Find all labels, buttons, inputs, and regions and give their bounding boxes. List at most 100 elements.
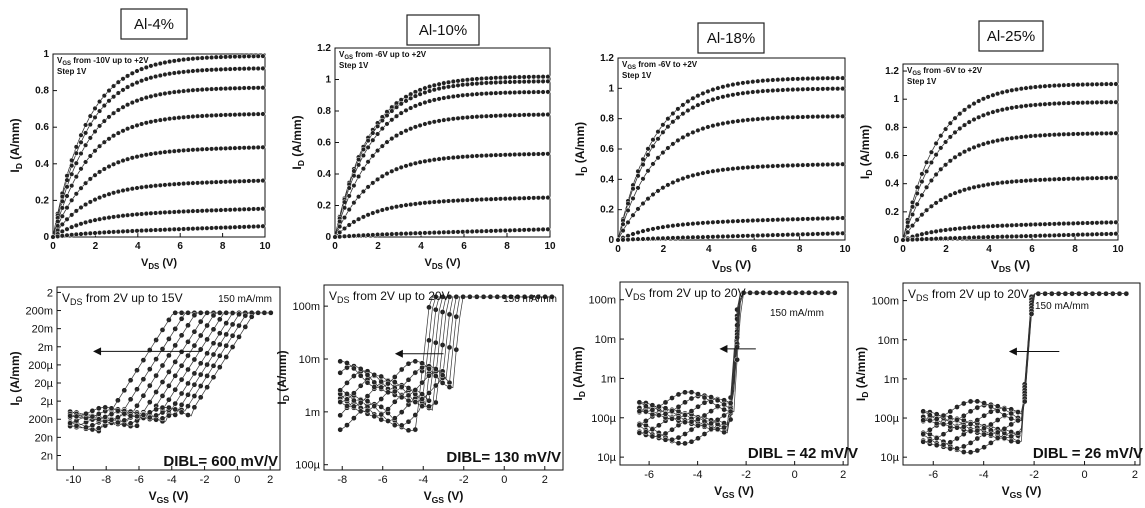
data-point [64, 184, 70, 190]
data-point [1028, 84, 1034, 91]
data-point [825, 231, 831, 237]
data-point [176, 115, 182, 121]
data-point [1080, 220, 1086, 226]
data-point [101, 215, 107, 221]
level-label: 150 mA/mm [218, 294, 272, 305]
data-point [947, 235, 953, 241]
data-point [640, 200, 646, 207]
series-curve [920, 290, 1130, 428]
data-point [479, 91, 485, 97]
annotation-step: Step 1V [339, 61, 369, 70]
data-point [199, 67, 205, 73]
data-point [422, 85, 428, 91]
data-point [830, 161, 836, 167]
data-point [1084, 100, 1091, 106]
data-point [725, 166, 731, 172]
data-point [516, 195, 523, 201]
data-point [195, 55, 201, 61]
data-point [805, 216, 811, 222]
data-point [512, 195, 518, 201]
data-point [139, 228, 145, 234]
data-point [251, 111, 257, 117]
data-point [1004, 88, 1010, 94]
data-point [181, 57, 187, 63]
data-point [540, 226, 546, 232]
data-point [800, 231, 806, 237]
data-point [455, 197, 461, 204]
data-point [655, 225, 661, 231]
data-point [474, 76, 480, 82]
y-tick-label: 1.2 [317, 43, 331, 54]
data-point [760, 116, 766, 122]
data-point [1009, 135, 1015, 141]
data-point [715, 234, 721, 240]
data-point [360, 152, 366, 159]
data-point [512, 79, 518, 85]
data-point [835, 113, 841, 119]
data-point [106, 229, 112, 235]
data-point [1108, 81, 1114, 87]
y-tick-label: 10m [299, 354, 320, 366]
data-point [237, 66, 243, 72]
data-point [97, 216, 103, 222]
data-point [83, 142, 89, 148]
data-point [820, 162, 826, 168]
dibl-label: DIBL= 600 mV/V [163, 453, 278, 470]
data-point [134, 211, 140, 217]
data-point [341, 215, 348, 221]
data-point [209, 54, 215, 61]
data-point [460, 92, 466, 98]
panel-top-4: Al-25% 0 2 4 6 8 10 0 0.2 0.4 0.6 0.8 1 1.2 VDS (V) ID … [858, 20, 1124, 274]
data-point [455, 154, 461, 160]
data-point [502, 227, 508, 234]
data-point [78, 221, 84, 227]
data-point [157, 60, 163, 67]
series-curve [920, 290, 1130, 438]
data-point [148, 227, 154, 233]
data-point [375, 123, 381, 129]
y-tick-label: 0 [325, 232, 331, 243]
data-point [995, 223, 1001, 229]
data-point [120, 76, 126, 82]
data-point [412, 201, 418, 207]
data-point [985, 140, 991, 146]
data-point [976, 224, 982, 230]
data-point [115, 229, 121, 235]
data-point [97, 195, 103, 201]
data-point [835, 215, 841, 221]
data-point [740, 233, 746, 239]
data-point [120, 158, 126, 164]
data-point [516, 79, 523, 85]
data-point [195, 113, 201, 119]
data-point [469, 197, 475, 203]
data-point [92, 148, 98, 154]
data-point [213, 86, 219, 92]
data-point [745, 164, 751, 170]
data-point [346, 233, 352, 239]
data-point [417, 87, 423, 93]
annotation-step: Step 1V [57, 67, 87, 76]
data-point [635, 206, 641, 212]
x-tick-label: 10 [544, 241, 556, 252]
data-point [115, 159, 121, 165]
data-point [87, 230, 93, 236]
data-point [427, 199, 433, 205]
data-point [1032, 221, 1038, 227]
data-point [346, 185, 352, 191]
data-point [670, 110, 676, 117]
data-point [502, 74, 508, 81]
data-point [129, 124, 135, 130]
data-point [705, 169, 711, 175]
x-tick-label: 10 [839, 244, 851, 255]
data-point [780, 87, 786, 93]
data-point [720, 233, 726, 240]
data-point [162, 71, 168, 78]
data-point [431, 87, 437, 93]
data-point [957, 125, 963, 132]
data-point [755, 232, 761, 239]
data-point [775, 163, 781, 169]
data-point [218, 112, 224, 118]
data-point [464, 92, 470, 98]
data-point [111, 214, 117, 220]
data-point [531, 89, 537, 95]
